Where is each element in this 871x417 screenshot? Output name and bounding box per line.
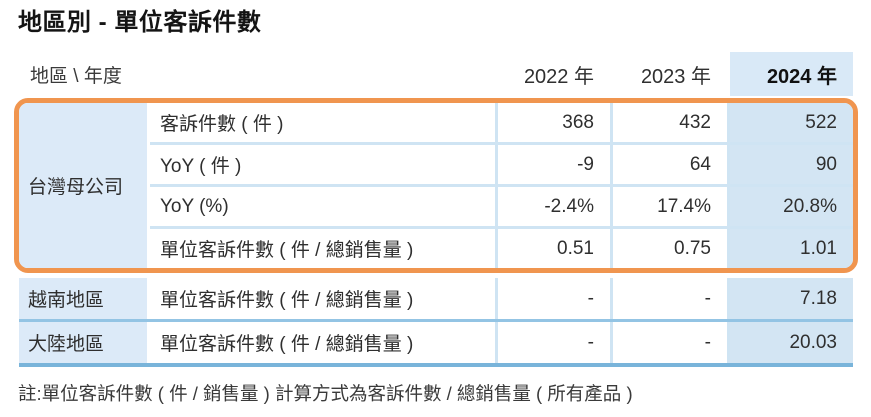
table-row-vietnam: 越南地區 單位客訴件數 ( 件 / 總銷售量 ) - - 7.18 <box>19 278 853 319</box>
metric-label: 客訴件數 ( 件 ) <box>150 103 495 142</box>
metric-label: 單位客訴件數 ( 件 / 總銷售量 ) <box>150 322 495 363</box>
value-2023: - <box>613 278 727 319</box>
region-label-vietnam: 越南地區 <box>19 278 147 319</box>
taiwan-highlight-box: 台灣母公司 客訴件數 ( 件 ) 368 432 522 YoY ( 件 ) -… <box>14 98 858 273</box>
region-label-mainland: 大陸地區 <box>19 322 147 363</box>
value-2024: 522 <box>730 103 853 142</box>
metric-label: 單位客訴件數 ( 件 / 總銷售量 ) <box>150 229 495 268</box>
value-2024: 7.18 <box>730 278 853 319</box>
region-label-taiwan: 台灣母公司 <box>19 103 147 268</box>
value-2024: 20.8% <box>730 187 853 226</box>
value-2022: 0.51 <box>498 229 610 268</box>
value-2024: 20.03 <box>730 322 853 363</box>
metric-label: YoY (%) <box>150 187 495 226</box>
table-header-row: 地區 \ 年度 2022 年 2023 年 2024 年 <box>19 52 853 96</box>
row-divider <box>19 319 853 322</box>
value-2022: 368 <box>498 103 610 142</box>
value-2023: 17.4% <box>613 187 727 226</box>
value-2024: 90 <box>730 145 853 184</box>
table-row-mainland: 大陸地區 單位客訴件數 ( 件 / 總銷售量 ) - - 20.03 <box>19 322 853 363</box>
complaints-table: 地區 \ 年度 2022 年 2023 年 2024 年 台灣母公司 客訴件數 … <box>14 52 858 367</box>
table-bottom-border <box>19 363 853 367</box>
taiwan-group-rows: 台灣母公司 客訴件數 ( 件 ) 368 432 522 YoY ( 件 ) -… <box>19 103 853 268</box>
metric-label: 單位客訴件數 ( 件 / 總銷售量 ) <box>150 278 495 319</box>
value-2022: -9 <box>498 145 610 184</box>
value-2022: - <box>498 278 610 319</box>
header-region-year-label: 地區 \ 年度 <box>30 65 122 87</box>
page-title: 地區別 - 單位客訴件數 <box>18 9 262 36</box>
value-2023: - <box>613 322 727 363</box>
metric-label: YoY ( 件 ) <box>150 145 495 184</box>
value-2022: - <box>498 322 610 363</box>
value-2022: -2.4% <box>498 187 610 226</box>
header-year-2024: 2024 年 <box>730 52 853 96</box>
value-2023: 64 <box>613 145 727 184</box>
footnote: 註:單位客訴件數 ( 件 / 銷售量 ) 計算方式為客訴件數 / 總銷售量 ( … <box>18 383 633 404</box>
value-2023: 432 <box>613 103 727 142</box>
value-2024: 1.01 <box>730 229 853 268</box>
header-year-2022: 2022 年 <box>523 65 594 88</box>
value-2023: 0.75 <box>613 229 727 268</box>
header-year-2023: 2023 年 <box>640 65 711 88</box>
